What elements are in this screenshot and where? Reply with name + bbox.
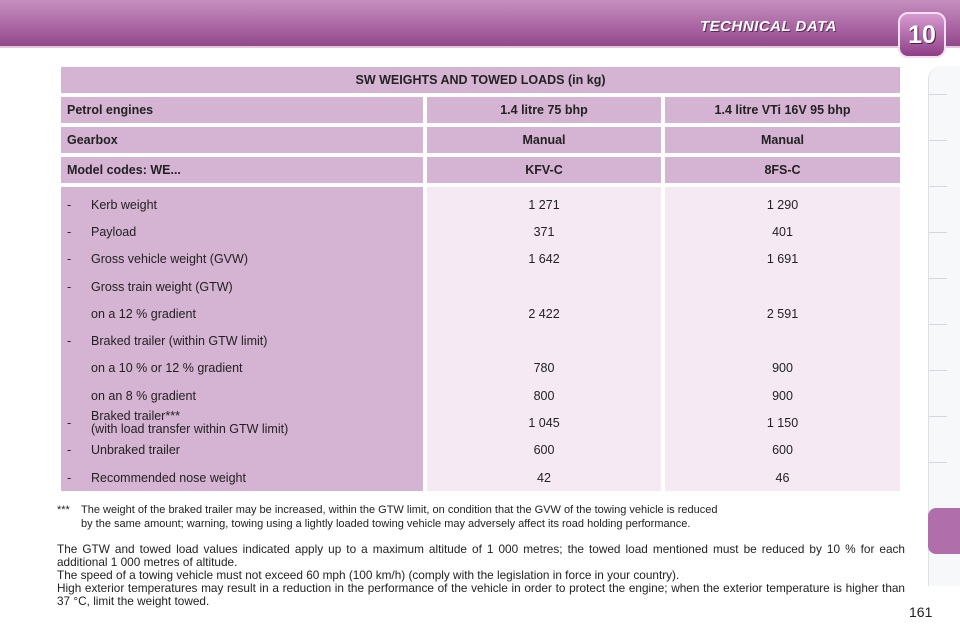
chapter-tab[interactable]	[929, 232, 947, 233]
chapter-tab-rail	[928, 66, 960, 586]
cell-value: 2 591	[766, 306, 799, 321]
cell-value: 42	[537, 470, 551, 485]
note-speed: The speed of a towing vehicle must not e…	[57, 568, 680, 582]
chapter-tab[interactable]	[929, 186, 947, 187]
cell-value: 371	[533, 224, 555, 239]
row-label: on a 12 % gradient	[91, 306, 196, 321]
cell-value	[433, 327, 655, 354]
chapter-tab[interactable]	[929, 94, 947, 95]
col2-values: 1 290 401 1 691 2 591 900 900 1 150 600 …	[665, 187, 900, 492]
footnote-line: The weight of the braked trailer may be …	[81, 504, 718, 516]
table-row: - Gross vehicle weight (GVW)	[67, 252, 248, 267]
cell-value: 1 045	[528, 416, 560, 431]
row-label: Gross vehicle weight (GVW)	[91, 252, 248, 267]
footnote-mark: ***	[57, 504, 70, 516]
cell-value: 900	[772, 388, 793, 403]
chapter-tab[interactable]	[929, 370, 947, 371]
row-label: Unbraked trailer	[91, 443, 180, 458]
cell-value: 2 422	[528, 306, 560, 321]
table-row: - Gross train weight (GTW)	[67, 279, 233, 294]
table-row: - Braked trailer*** (with load transfer wi…	[67, 409, 289, 437]
chapter-tab[interactable]	[929, 140, 947, 141]
table-title: SW WEIGHTS AND TOWED LOADS (in kg)	[61, 67, 900, 93]
gearbox-row: Gearbox Manual Manual	[61, 127, 900, 153]
row-label: Recommended nose weight	[91, 470, 246, 485]
cell-value: 1 271	[528, 197, 560, 212]
model-code-row: Model codes: WE... KFV-C 8FS-C	[61, 157, 900, 183]
page-number: 161	[909, 604, 933, 620]
row-label: Braked trailer*** (with load transfer wit…	[91, 409, 289, 437]
cell-value: 800	[533, 388, 555, 403]
cell-value: 46	[775, 470, 790, 485]
header-divider	[0, 46, 960, 48]
table-row: on a 12 % gradient	[67, 300, 417, 327]
chapter-tab[interactable]	[929, 278, 947, 279]
cell-value	[671, 327, 894, 354]
table-row: - Unbraked trailer	[67, 443, 180, 458]
row-label: Petrol engines	[61, 97, 423, 123]
row-label: Gearbox	[61, 127, 423, 153]
cell-value: 1 691	[766, 252, 799, 267]
chapter-tab[interactable]	[929, 462, 947, 463]
col2-header: 1.4 litre VTi 16V 95 bhp	[665, 97, 900, 123]
cell-value: 900	[772, 361, 793, 376]
chapter-badge: 10	[898, 12, 946, 58]
cell-value: 600	[772, 443, 793, 458]
row-label: Kerb weight	[91, 197, 158, 212]
cell-value	[433, 273, 655, 300]
cell-value: 1 150	[766, 416, 799, 431]
table-row: on a 10 % or 12 % gradient	[67, 355, 417, 382]
row-label: on a 10 % or 12 % gradient	[91, 361, 243, 376]
row-label: Gross train weight (GTW)	[91, 279, 233, 294]
footnote: *** The weight of the braked trailer may…	[57, 503, 907, 531]
cell-value: 600	[533, 443, 555, 458]
row-label: Model codes: WE...	[61, 157, 423, 183]
active-chapter-tab[interactable]	[928, 508, 960, 554]
col1-values: 1 271 371 1 642 2 422 780 800 1 045 600 …	[427, 187, 661, 492]
col2-value: 8FS-C	[665, 157, 900, 183]
cell-value: 401	[772, 224, 793, 239]
table-row: on an 8 % gradient	[67, 382, 417, 409]
note-temperature: High exterior temperatures may result in…	[57, 581, 905, 608]
table-row: - Kerb weight	[67, 197, 158, 212]
cell-value: 1 290	[766, 197, 799, 212]
table-row: - Payload	[67, 224, 137, 239]
row-label: Payload	[91, 224, 137, 239]
col2-value: Manual	[665, 127, 900, 153]
note-altitude: The GTW and towed load values indicated …	[57, 542, 905, 569]
row-label: Braked trailer (within GTW limit)	[91, 334, 268, 349]
cell-value: 780	[533, 361, 555, 376]
col1-value: KFV-C	[427, 157, 661, 183]
label-column: - Kerb weight - Payload - Gross vehicle wei…	[61, 187, 423, 492]
chapter-tab[interactable]	[929, 324, 947, 325]
header-band	[0, 0, 960, 46]
col1-header: 1.4 litre 75 bhp	[427, 97, 661, 123]
cell-value: 1 642	[528, 252, 560, 267]
weights-body: - Kerb weight - Payload - Gross vehicle wei…	[61, 187, 900, 492]
col1-value: Manual	[427, 127, 661, 153]
table-row: - Braked trailer (within GTW limit)	[67, 334, 268, 349]
footnote-line: by the same amount; warning, towing usin…	[81, 518, 691, 530]
row-label: on an 8 % gradient	[91, 388, 196, 403]
weights-table: SW WEIGHTS AND TOWED LOADS (in kg) Petro…	[57, 63, 904, 495]
section-title: TECHNICAL DATA	[700, 18, 837, 35]
notes-paragraph: The GTW and towed load values indicated …	[57, 543, 905, 608]
engine-row: Petrol engines 1.4 litre 75 bhp 1.4 litr…	[61, 97, 900, 123]
chapter-tab[interactable]	[929, 416, 947, 417]
table-row: - Recommended nose weight	[67, 470, 246, 485]
cell-value	[671, 273, 894, 300]
